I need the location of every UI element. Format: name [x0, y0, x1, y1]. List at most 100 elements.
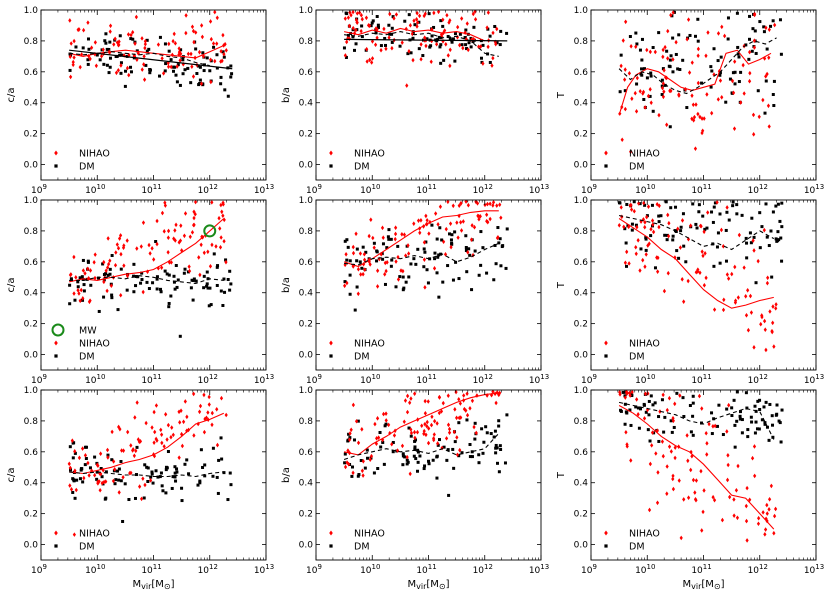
chart-2-3-nihao-point — [666, 270, 670, 276]
chart-2-1-nihao-point — [169, 260, 173, 265]
chart-1-1-dm-point — [226, 94, 230, 98]
chart-2-2-nihao-point — [485, 201, 490, 207]
chart-3-3-nihao-point — [726, 452, 730, 458]
chart-1-2-nihao-point — [414, 16, 419, 22]
chart-1-3-nihao-point — [687, 70, 692, 75]
chart-3-3-nihao-point — [701, 509, 705, 515]
chart-1-2-nihao-point — [435, 41, 439, 47]
chart-2-3-dm-point — [671, 238, 675, 242]
chart-1-1-dm-point — [194, 47, 198, 51]
chart-1-3-dm-point — [771, 19, 775, 23]
chart-3-1-dm-point — [216, 491, 220, 495]
chart-1-2-nihao-point — [481, 61, 485, 66]
chart-1-3-nihao-point — [623, 106, 627, 112]
chart-2-3-dm-point — [650, 203, 654, 207]
chart-2-1-dm-point — [78, 276, 82, 280]
chart-2-1-dm-point — [108, 267, 112, 271]
chart-1-3-nihao-point — [690, 93, 694, 98]
chart-1-2-dm-point — [413, 23, 417, 27]
chart-2-3-dm-point — [677, 256, 681, 260]
chart-2-1-dm-point — [132, 274, 136, 278]
chart-3-1-xtick-label: 1012 — [198, 563, 218, 576]
chart-1-3-nihao-point — [686, 17, 691, 22]
chart-2-2-dm-point — [345, 238, 349, 242]
chart-3-3-dm-point — [717, 403, 721, 407]
chart-3-2-nihao-point — [423, 410, 427, 416]
chart-2-1-nihao-point — [104, 268, 108, 274]
chart-2-3-dm-point — [674, 205, 678, 209]
chart-3-2-nihao-point — [415, 429, 420, 435]
chart-2-1-ylabel: c/a — [6, 278, 17, 293]
chart-3-3-nihao-point — [656, 470, 660, 475]
chart-3-3-dm-point — [639, 407, 643, 411]
chart-3-1-dm-point — [183, 462, 187, 466]
chart-1-1-dm-point — [108, 65, 112, 69]
chart-3-1-nihao-point — [154, 436, 158, 442]
chart-2-1-dm-point — [101, 262, 105, 266]
chart-2-3-dm-point — [716, 231, 720, 235]
chart-3-1-nihao-point — [68, 465, 72, 471]
chart-1-2-ytick-label: 0.4 — [299, 99, 314, 109]
chart-1-3-dm-point — [712, 47, 716, 51]
chart-2-1-nihao-point — [122, 263, 126, 268]
chart-3-3-dm-point — [740, 418, 744, 422]
chart-1-1-nihao-point — [199, 81, 204, 87]
chart-3-3-nihao-point — [705, 441, 709, 446]
chart-2-3-dm-point — [644, 248, 648, 252]
chart-1-1-dm-point — [230, 72, 234, 76]
chart-2-1-nihao-point — [93, 252, 97, 257]
chart-1-2-dm-point — [438, 45, 442, 49]
chart-3-1-dm-point — [173, 465, 177, 469]
chart-1-2-dm-point — [430, 34, 434, 38]
chart-3-3-dm-point — [758, 398, 762, 402]
chart-1-1-dm-point — [163, 42, 167, 46]
chart-3-1-nihao-point — [202, 392, 206, 398]
chart-2-1-dm-point — [167, 273, 171, 277]
chart-2-2-nihao-point — [407, 251, 411, 256]
chart-1-2-dm-point — [417, 47, 421, 51]
chart-3-2-nihao-point — [427, 426, 431, 431]
chart-2-2-dm-point — [493, 243, 497, 247]
chart-1-3-dm-point — [634, 31, 638, 35]
chart-3-2-dm-point — [442, 445, 446, 449]
chart-2-3-nihao-point — [701, 253, 705, 259]
chart-3-3-nihao-point — [678, 393, 682, 398]
chart-1-3-dm-point — [762, 25, 766, 29]
chart-2-2-nihao-point — [416, 218, 421, 223]
chart-3-2-dm-point — [422, 467, 426, 471]
chart-2-3-dm-point — [748, 231, 752, 235]
chart-1-3-nihao-point — [671, 10, 675, 15]
chart-1-3-nihao-point — [692, 117, 696, 123]
chart-3-2-dm-point — [468, 455, 472, 459]
chart-3-3-dm-point — [767, 438, 771, 442]
chart-1-1-dm-point — [167, 49, 171, 53]
chart-3-1-dm-point — [73, 496, 77, 500]
chart-2-3-nihao-point — [699, 223, 703, 229]
chart-2-2-dm-point — [398, 275, 402, 279]
chart-2-1-nihao-point — [113, 262, 118, 268]
chart-3-3-dm-point — [688, 404, 692, 408]
chart-2-2-dm-point — [439, 252, 443, 256]
chart-3-2-nihao-point — [351, 402, 355, 408]
chart-1-1-dm-point — [219, 82, 223, 86]
chart-1-2-nihao-point — [436, 10, 441, 15]
chart-2-2-nihao-point — [485, 212, 489, 218]
chart-1-2-nihao-point — [345, 39, 349, 45]
chart-3-2-nihao-point — [343, 464, 348, 470]
chart-2-3-dm-point — [644, 237, 648, 241]
chart-3-1-dm-point — [104, 470, 108, 474]
chart-3-1-dm-point — [117, 467, 121, 471]
chart-1-3-nihao-point — [634, 109, 639, 114]
chart-3-2-dm-point — [453, 440, 457, 444]
chart-3-1-xtick-label: 1010 — [85, 563, 105, 576]
chart-1-1-nihao-point — [213, 10, 217, 15]
chart-1-2-dm-point — [471, 40, 475, 44]
chart-1-2-dm-point — [342, 46, 346, 50]
chart-1-1-ytick-label: 1.0 — [24, 6, 39, 16]
chart-2-1-nihao-point — [125, 238, 129, 243]
chart-1-3-dm-point — [648, 94, 652, 98]
chart-2-1-dm-point — [167, 305, 171, 309]
chart-3-2-nihao-point — [347, 437, 352, 443]
chart-2-1-nihao-point — [199, 242, 203, 248]
